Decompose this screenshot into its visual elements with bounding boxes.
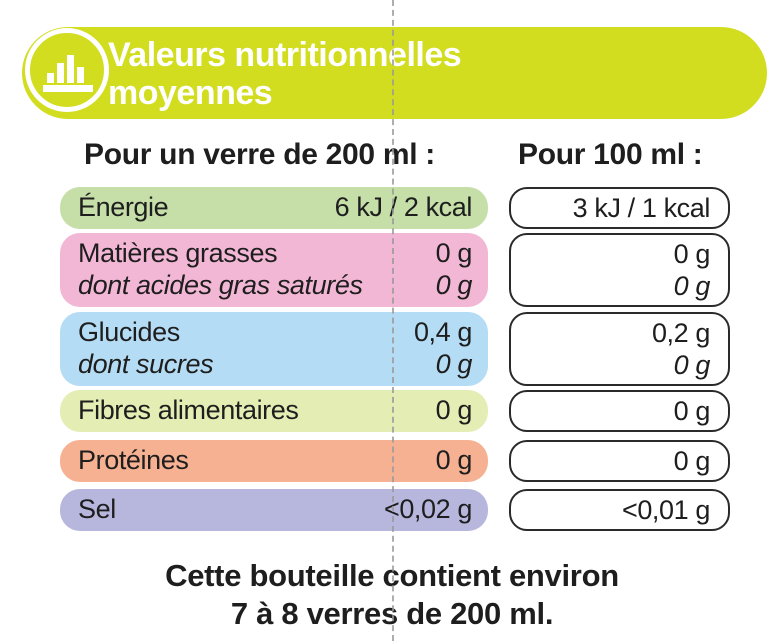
sugars-label: dont sucres (78, 349, 214, 379)
page-title: Valeurs nutritionnelles moyennes (108, 36, 462, 112)
salt-per100-value: <0,01 g (621, 495, 710, 525)
protein-per100-value: 0 g (673, 446, 711, 476)
fold-line (392, 0, 394, 641)
fibre-row: Fibres alimentaires 0 g (60, 390, 488, 432)
sugars-per100-value: 0 g (673, 350, 711, 380)
fibre-per100-value: 0 g (673, 396, 711, 426)
protein-row: Protéines 0 g (60, 440, 488, 482)
energy-glass-value: 6 kJ / 2 kcal (334, 192, 473, 222)
column-header-per-glass: Pour un verre de 200 ml : (84, 138, 435, 171)
carbs-glass-value: 0,4 g (413, 317, 472, 347)
carbs-per100-value: 0,2 g (651, 318, 710, 348)
badge (25, 28, 109, 112)
fat-per100-box: 0 g 0 g (509, 233, 730, 307)
fat-glass-value: 0 g (435, 238, 473, 268)
bar-chart-icon (43, 55, 93, 92)
saturated-fat-label: dont acides gras saturés (78, 270, 363, 300)
fibre-per100-box: 0 g (509, 390, 730, 432)
salt-row: Sel <0,02 g (60, 489, 488, 531)
protein-glass-value: 0 g (435, 445, 473, 475)
salt-per100-box: <0,01 g (509, 489, 730, 531)
carbs-row: Glucides 0,4 g dont sucres 0 g (60, 312, 488, 386)
energy-row: Énergie 6 kJ / 2 kcal (60, 187, 488, 229)
fat-row: Matières grasses 0 g dont acides gras sa… (60, 233, 488, 307)
title-line-1: Valeurs nutritionnelles (108, 36, 462, 74)
column-header-per-100ml: Pour 100 ml : (518, 138, 703, 171)
fibre-label: Fibres alimentaires (78, 395, 299, 425)
salt-label: Sel (78, 494, 116, 524)
fat-per100-value: 0 g (673, 239, 711, 269)
fat-label: Matières grasses (78, 238, 278, 268)
energy-per100-value: 3 kJ / 1 kcal (572, 193, 711, 223)
protein-per100-box: 0 g (509, 440, 730, 482)
carbs-per100-box: 0,2 g 0 g (509, 312, 730, 386)
energy-label: Énergie (78, 192, 169, 222)
saturated-fat-per100-value: 0 g (673, 271, 711, 301)
energy-per100-box: 3 kJ / 1 kcal (509, 187, 730, 229)
fibre-glass-value: 0 g (435, 395, 473, 425)
saturated-fat-glass-value: 0 g (435, 270, 473, 300)
carbs-label: Glucides (78, 317, 180, 347)
title-banner (22, 27, 767, 119)
protein-label: Protéines (78, 445, 189, 475)
sugars-glass-value: 0 g (435, 349, 473, 379)
salt-glass-value: <0,02 g (383, 494, 472, 524)
title-line-2: moyennes (108, 74, 273, 112)
